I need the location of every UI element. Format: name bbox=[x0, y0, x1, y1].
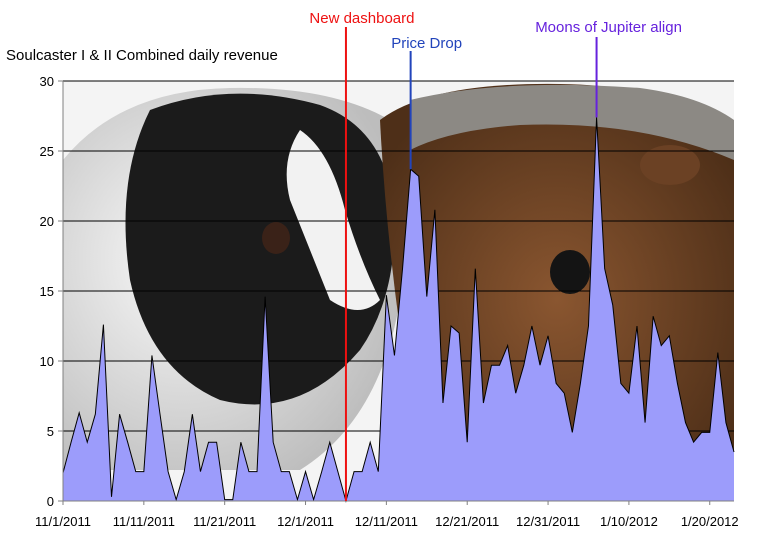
y-tick-label: 25 bbox=[40, 144, 54, 159]
right-guinea-pig-eye bbox=[550, 250, 590, 294]
y-tick-label: 0 bbox=[47, 494, 54, 509]
left-guinea-pig-white-stripe bbox=[286, 130, 380, 310]
x-tick-label: 11/1/2011 bbox=[35, 514, 91, 529]
annotation-label: Moons of Jupiter align bbox=[535, 19, 682, 36]
annotation-label: Price Drop bbox=[391, 35, 462, 52]
x-tick-label: 12/21/2011 bbox=[435, 514, 499, 529]
x-axis-ticks: 11/1/2011 11/11/2011 11/21/2011 12/1/2011 12… bbox=[35, 501, 739, 529]
x-tick-label: 1/10/2012 bbox=[600, 514, 658, 529]
x-tick-label: 12/31/2011 bbox=[516, 514, 580, 529]
revenue-line bbox=[62, 117, 735, 503]
y-tick-label: 5 bbox=[47, 424, 54, 439]
series-layer bbox=[62, 117, 735, 503]
x-tick-label: 1/20/2012 bbox=[681, 514, 739, 529]
x-tick-label: 11/21/2011 bbox=[193, 514, 256, 529]
left-guinea-pig-eye bbox=[262, 222, 290, 254]
right-guinea-pig-grey-top bbox=[410, 84, 734, 160]
y-tick-label: 10 bbox=[40, 354, 54, 369]
chart-title: Soulcaster I & II Combined daily revenue bbox=[6, 47, 278, 64]
right-guinea-pig-ear bbox=[640, 145, 700, 185]
x-tick-label: 11/11/2011 bbox=[113, 514, 175, 529]
y-axis-ticks: 0 5 10 15 20 25 30 bbox=[40, 74, 63, 509]
x-tick-label: 12/1/2011 bbox=[277, 514, 334, 529]
y-tick-label: 20 bbox=[40, 214, 54, 229]
annotations: New dashboard Price Drop Moons of Jupiter … bbox=[309, 10, 682, 501]
y-tick-label: 15 bbox=[40, 284, 54, 299]
annotation-label: New dashboard bbox=[309, 10, 414, 27]
y-tick-label: 30 bbox=[40, 74, 54, 89]
x-tick-label: 12/11/2011 bbox=[355, 514, 418, 529]
